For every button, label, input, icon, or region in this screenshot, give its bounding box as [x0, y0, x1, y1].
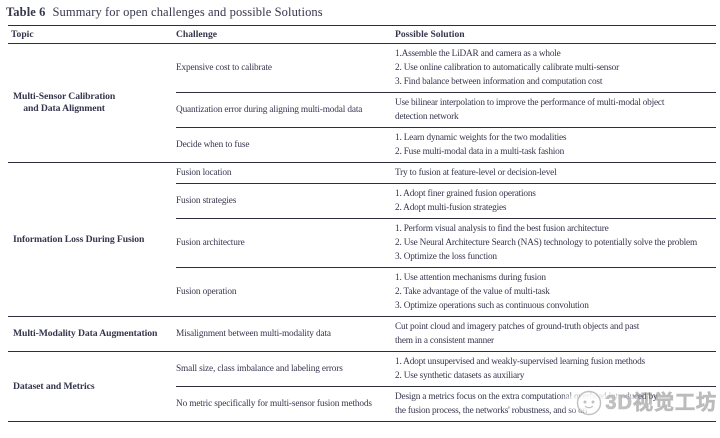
table-row: Fusion architecture 1. Perform visual ana…	[176, 218, 716, 267]
solution-line: 3. Optimize operations such as continuou…	[395, 301, 589, 311]
solution-line: 2. Use online calibration to automatical…	[395, 63, 619, 73]
solution-line: detection network	[395, 112, 459, 122]
solution-line: 2. Use Neural Architecture Search (NAS) …	[395, 238, 697, 248]
challenge-rows: Misalignment between multi-modality data…	[176, 317, 716, 351]
challenge-cell: Small size, class imbalance and labeling…	[176, 352, 395, 386]
solution-line: 2. Adopt multi-fusion strategies	[395, 203, 507, 213]
solution-line: 3. Find balance between information and …	[395, 77, 603, 87]
challenge-rows: Small size, class imbalance and labeling…	[176, 352, 716, 421]
solution-line: 2. Fuse multi-modal data in a multi-task…	[395, 147, 565, 157]
table-section: Information Loss During Fusion Fusion loc…	[8, 162, 716, 316]
table-row: Small size, class imbalance and labeling…	[176, 352, 716, 386]
challenge-cell: Misalignment between multi-modality data	[176, 317, 395, 351]
topic-label: Multi-Sensor Calibration and Data Alignm…	[13, 91, 116, 114]
header-challenge: Challenge	[176, 29, 218, 40]
solution-cell: Cut point cloud and imagery patches of g…	[395, 317, 716, 351]
header-topic: Topic	[11, 29, 34, 40]
topic-label: Information Loss During Fusion	[13, 233, 145, 245]
solution-cell: 1. Perform visual analysis to find the b…	[395, 219, 716, 267]
solution-cell: 1. Adopt unsupervised and weakly-supervi…	[395, 352, 716, 386]
solution-line: 3. Optimize the loss function	[395, 252, 497, 262]
table-header-row: Topic Challenge Possible Solution	[8, 26, 716, 44]
challenge-label: Expensive cost to calibrate	[176, 63, 272, 73]
challenge-label: Small size, class imbalance and labeling…	[176, 364, 343, 374]
solution-line: the fusion process, the networks' robust…	[395, 406, 588, 416]
challenge-cell: No metric specifically for multi-sensor …	[176, 387, 395, 421]
solution-line: 2. Take advantage of the value of multi-…	[395, 287, 550, 297]
solution-cell: Use bilinear interpolation to improve th…	[395, 93, 716, 127]
challenge-label: Fusion operation	[176, 287, 237, 297]
solution-line: 1.Assemble the LiDAR and camera as a who…	[395, 49, 561, 59]
challenge-label: Fusion location	[176, 168, 232, 178]
challenge-cell: Fusion strategies	[176, 184, 395, 218]
table-caption: Table 6 Summary for open challenges and p…	[6, 5, 720, 20]
challenge-cell: Decide when to fuse	[176, 128, 395, 162]
challenge-label: Quantization error during aligning multi…	[176, 105, 363, 115]
table-row: Expensive cost to calibrate 1.Assemble th…	[176, 44, 716, 92]
topic-cell: Dataset and Metrics	[8, 352, 176, 421]
solution-cell: 1. Adopt finer grained fusion operations…	[395, 184, 716, 218]
table-body: Multi-Sensor Calibration and Data Alignm…	[8, 44, 716, 421]
solution-cell: Try to fusion at feature-level or decisi…	[395, 163, 716, 183]
challenge-cell: Fusion operation	[176, 268, 395, 316]
table-row: No metric specifically for multi-sensor …	[176, 386, 716, 421]
table-number: Table 6	[6, 5, 46, 19]
solution-line: Try to fusion at feature-level or decisi…	[395, 168, 557, 178]
solution-line: 1. Adopt unsupervised and weakly-supervi…	[395, 357, 645, 367]
solution-line: 2. Use synthetic datasets as auxiliary	[395, 371, 525, 381]
solution-cell: 1.Assemble the LiDAR and camera as a who…	[395, 44, 716, 92]
table-section: Multi-Sensor Calibration and Data Alignm…	[8, 44, 716, 162]
header-solution: Possible Solution	[395, 29, 465, 40]
table-row: Fusion location Try to fusion at feature-…	[176, 163, 716, 183]
topic-cell: Multi-Sensor Calibration and Data Alignm…	[8, 44, 176, 162]
solution-line: 1. Perform visual analysis to find the b…	[395, 224, 609, 234]
summary-table: Topic Challenge Possible Solution Multi-…	[8, 25, 716, 422]
solution-line: them in a consistent manner	[395, 336, 494, 346]
challenge-rows: Expensive cost to calibrate 1.Assemble th…	[176, 44, 716, 162]
solution-line: 1. Adopt finer grained fusion operations	[395, 189, 536, 199]
paper-page: Table 6 Summary for open challenges and p…	[0, 5, 720, 438]
challenge-label: Fusion strategies	[176, 196, 237, 206]
challenge-cell: Fusion location	[176, 163, 395, 183]
challenge-cell: Fusion architecture	[176, 219, 395, 267]
table-section: Dataset and Metrics Small size, class imb…	[8, 351, 716, 421]
table-section: Multi-Modality Data Augmentation Misalign…	[8, 316, 716, 351]
challenge-label: Fusion architecture	[176, 238, 245, 248]
topic-label: Dataset and Metrics	[13, 380, 95, 392]
solution-line: Design a metrics focus on the extra comp…	[395, 392, 658, 402]
table-row: Misalignment between multi-modality data…	[176, 317, 716, 351]
table-row: Quantization error during aligning multi…	[176, 92, 716, 127]
challenge-cell: Expensive cost to calibrate	[176, 44, 395, 92]
topic-label: Multi-Modality Data Augmentation	[13, 328, 158, 339]
solution-line: Cut point cloud and imagery patches of g…	[395, 322, 640, 332]
topic-cell: Information Loss During Fusion	[8, 163, 176, 316]
table-row: Fusion strategies 1. Adopt finer grained …	[176, 183, 716, 218]
solution-cell: 1. Learn dynamic weights for the two mod…	[395, 128, 716, 162]
challenge-label: Decide when to fuse	[176, 140, 250, 150]
solution-line: 1. Use attention mechanisms during fusio…	[395, 273, 546, 283]
table-row: Decide when to fuse 1. Learn dynamic weig…	[176, 127, 716, 162]
solution-cell: 1. Use attention mechanisms during fusio…	[395, 268, 716, 316]
table-caption-text: Summary for open challenges and possible…	[52, 5, 323, 19]
challenge-cell: Quantization error during aligning multi…	[176, 93, 395, 127]
challenge-rows: Fusion location Try to fusion at feature-…	[176, 163, 716, 316]
solution-cell: Design a metrics focus on the extra comp…	[395, 387, 716, 421]
challenge-label: No metric specifically for multi-sensor …	[176, 399, 372, 409]
topic-cell: Multi-Modality Data Augmentation	[8, 317, 176, 351]
solution-line: 1. Learn dynamic weights for the two mod…	[395, 133, 567, 143]
challenge-label: Misalignment between multi-modality data	[176, 329, 331, 339]
solution-line: Use bilinear interpolation to improve th…	[395, 98, 665, 108]
table-row: Fusion operation 1. Use attention mechani…	[176, 267, 716, 316]
